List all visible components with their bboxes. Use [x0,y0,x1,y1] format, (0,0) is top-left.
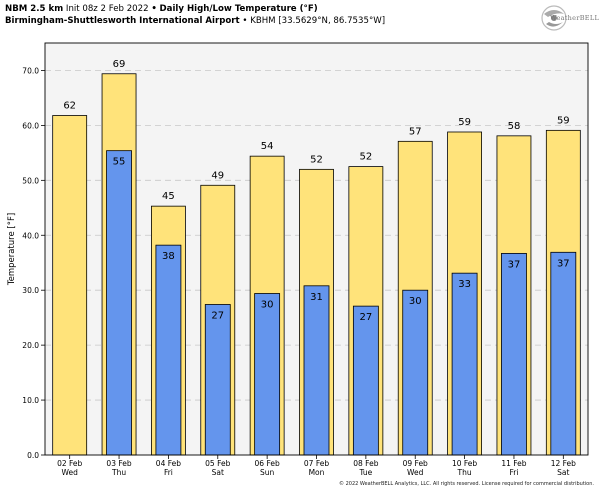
x-tick-label-day: Wed [407,468,424,477]
bullet-separator-2: • [242,16,248,26]
x-tick-label-day: Sat [212,468,224,477]
x-tick-label-day: Thu [111,468,126,477]
high-temp-label: 45 [162,191,175,202]
high-temp-label: 58 [508,121,521,132]
x-tick-label-date: 08 Feb [353,459,378,468]
y-tick-label: 10.0 [22,396,39,405]
plot-frame [44,42,589,456]
low-temp-bar [106,150,132,456]
y-tick-label: 40.0 [22,231,39,240]
y-tick-label: 50.0 [22,176,39,185]
x-tick-label-day: Wed [62,468,79,477]
x-tick-label-day: Sat [557,468,569,477]
low-temp-bar [155,244,182,456]
x-tick-label-date: 04 Feb [156,459,181,468]
low-temp-bar [501,252,527,456]
y-tick-label: 30.0 [22,286,39,295]
high-temp-label: 52 [310,154,323,165]
low-temp-bar [451,272,478,456]
low-temp-label: 37 [508,259,521,270]
low-temp-label: 33 [458,279,471,290]
location-info: KBHM [33.5629°N, 86.7535°W] [250,16,386,26]
x-tick-label-date: 05 Feb [205,459,230,468]
low-temp-bar [254,293,281,456]
x-tick-label-date: 10 Feb [452,459,477,468]
swirl-logo-icon [541,5,567,31]
x-tick-label-date: 02 Feb [57,459,82,468]
high-temp-label: 49 [211,170,224,181]
weatherbell-logo: WeatherBELL [534,4,600,34]
low-temp-bar [352,305,379,456]
high-temp-label: 59 [557,115,570,126]
high-temp-label: 54 [261,141,274,152]
copyright-footer: © 2022 WeatherBELL Analytics, LLC. All r… [339,481,594,487]
high-temp-label: 69 [113,59,126,70]
x-tick-label-day: Fri [509,468,518,477]
logo-text: WeatherBELL [550,14,600,22]
high-temp-label: 57 [409,126,422,137]
x-tick-label-day: Tue [358,468,372,477]
x-tick-label-day: Mon [309,468,325,477]
y-tick-label: 70.0 [22,66,39,75]
chart-header-line1: NBM 2.5 km Init 08z 2 Feb 2022 • Daily H… [5,4,318,14]
init-time: Init 08z 2 Feb 2022 [65,4,149,14]
high-temp-label: 59 [458,117,471,128]
y-tick-label: 20.0 [22,341,39,350]
x-tick-label-date: 12 Feb [551,459,576,468]
y-tick-label: 60.0 [22,121,39,130]
y-axis-label: Temperature [°F] [7,213,17,286]
low-temp-bar [550,251,577,456]
low-temp-label: 38 [162,251,175,262]
low-temp-label: 37 [557,258,570,269]
low-temp-label: 27 [211,310,224,321]
low-temp-label: 31 [310,292,323,303]
high-temp-label: 62 [63,101,76,112]
low-temp-bar [204,304,231,456]
x-tick-label-date: 06 Feb [255,459,280,468]
low-temp-bar [402,289,429,456]
y-tick-label: 0.0 [27,451,39,460]
x-tick-label-date: 03 Feb [106,459,131,468]
x-tick-label-date: 07 Feb [304,459,329,468]
bullet-separator: • [151,4,157,14]
x-tick-label-day: Fri [164,468,173,477]
low-temp-label: 27 [359,312,372,323]
model-name: NBM 2.5 km [5,4,64,14]
chart-header-line2: Birmingham-Shuttlesworth International A… [5,16,385,26]
x-tick-label-day: Thu [457,468,472,477]
low-temp-label: 30 [409,296,422,307]
low-temp-label: 30 [261,299,274,310]
high-temp-label: 52 [359,152,372,163]
low-temp-label: 55 [113,157,126,168]
high-temp-bar [52,115,88,456]
x-tick-label-date: 09 Feb [403,459,428,468]
x-tick-label-date: 11 Feb [501,459,526,468]
chart-title: Daily High/Low Temperature (°F) [159,4,318,14]
x-tick-label-day: Sun [260,468,275,477]
location-name: Birmingham-Shuttlesworth International A… [5,16,240,26]
low-temp-bar [303,285,330,456]
